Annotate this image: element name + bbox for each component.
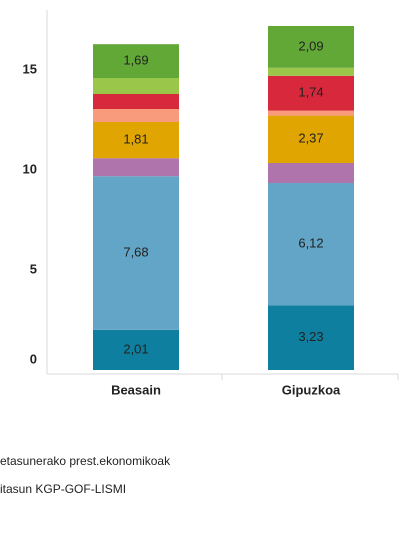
bar-segment <box>93 176 179 330</box>
y-tick-label: 0 <box>30 351 37 366</box>
bar-segment <box>268 26 354 68</box>
data-label: 2,37 <box>298 131 323 146</box>
data-label: 6,12 <box>298 236 323 251</box>
data-label: 1,81 <box>123 132 148 147</box>
bar-segment <box>93 158 179 177</box>
data-label: 1,74 <box>298 85 323 100</box>
data-label: 2,09 <box>298 38 323 53</box>
bar-segment <box>268 110 354 116</box>
data-label: 1,69 <box>123 53 148 68</box>
bar-segment <box>268 183 354 306</box>
data-label: 3,23 <box>298 329 323 344</box>
y-tick-label: 5 <box>30 261 37 276</box>
bar-segment <box>268 67 354 76</box>
bar-segment <box>268 163 354 183</box>
data-label: 2,01 <box>123 341 148 356</box>
legend-text: etasunerako prest.ekonomikoak <box>0 454 171 468</box>
bar-segment <box>93 329 179 370</box>
y-tick-label: 15 <box>23 61 37 76</box>
y-tick-label: 10 <box>23 161 37 176</box>
legend-text: itasun KGP-GOF-LISMI <box>0 482 126 496</box>
bar-segment <box>268 75 354 111</box>
x-tick-label: Beasain <box>111 382 161 397</box>
bar-segment <box>93 94 179 109</box>
bar-segment <box>93 122 179 159</box>
bar-segment <box>93 44 179 78</box>
x-tick-label: Gipuzkoa <box>282 382 341 397</box>
bar-segment <box>268 115 354 163</box>
data-label: 7,68 <box>123 244 148 259</box>
bar-segment <box>93 78 179 94</box>
bar-segment <box>268 305 354 370</box>
bar-segment <box>93 109 179 122</box>
